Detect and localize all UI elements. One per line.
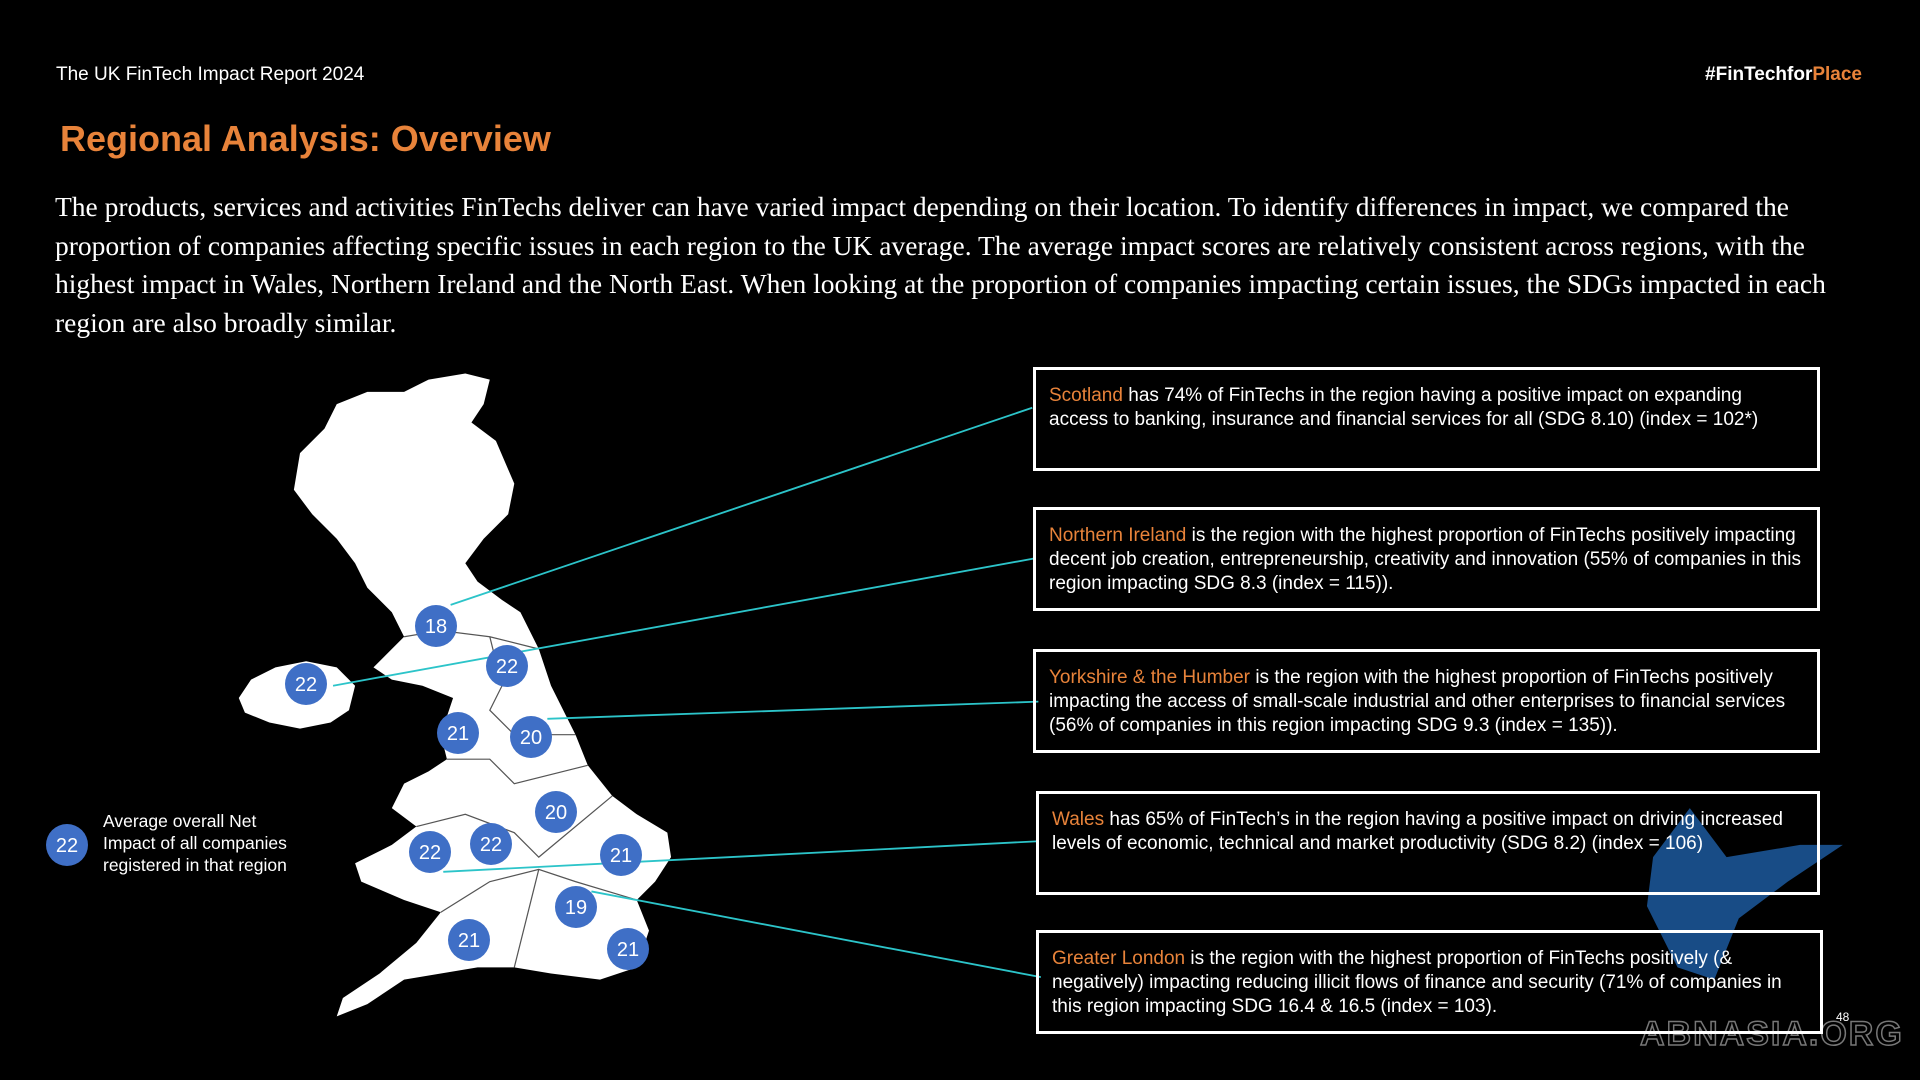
impact-value: 18 — [425, 616, 447, 638]
impact-value: 21 — [617, 939, 639, 961]
legend-label: Average overall Net Impact of all compan… — [103, 811, 287, 875]
impact-value: 22 — [56, 835, 78, 857]
impact-value: 22 — [419, 842, 441, 864]
callout-box: Wales has 65% of FinTech’s in the region … — [1036, 791, 1820, 895]
hashtag-accent: Place — [1812, 64, 1862, 85]
connector — [443, 840, 1039, 873]
impact-bubble — [607, 928, 649, 970]
connector — [591, 890, 1041, 979]
impact-value: 22 — [496, 656, 518, 678]
impact-value: 21 — [458, 930, 480, 952]
callout-text: has 65% of FinTech’s in the region havin… — [1052, 809, 1783, 854]
impact-bubble — [600, 834, 642, 876]
impact-bubble — [448, 919, 490, 961]
impact-value: 22 — [480, 834, 502, 856]
hashtag: #FinTechforPlace — [1705, 64, 1862, 86]
callout-box: Scotland has 74% of FinTechs in the regio… — [1033, 367, 1820, 471]
great-britain — [293, 373, 672, 1017]
callout-box: Greater London is the region with the hig… — [1036, 930, 1823, 1034]
impact-bubble — [470, 823, 512, 865]
slide-title: Regional Analysis: Overview — [60, 118, 551, 159]
impact-value: 22 — [295, 674, 317, 696]
report-name: The UK FinTech Impact Report 2024 — [56, 64, 365, 85]
callout-box: Yorkshire & the Humber is the region with… — [1033, 649, 1820, 753]
impact-value: 21 — [447, 723, 469, 745]
hashtag-main: #FinTechfor — [1705, 64, 1813, 85]
region-name: Scotland — [1049, 385, 1123, 406]
connector — [547, 700, 1039, 720]
page-number: 48 — [1836, 1010, 1850, 1024]
impact-bubble — [535, 791, 577, 833]
callout-text: is the region with the highest proportio… — [1049, 525, 1801, 594]
impact-value: 19 — [565, 897, 587, 919]
uk-map — [238, 373, 1843, 1017]
impact-bubble — [510, 716, 552, 758]
connector — [332, 557, 1035, 687]
impact-bubble — [415, 605, 457, 647]
impact-bubble — [437, 712, 479, 754]
impact-bubble — [486, 645, 528, 687]
impact-bubble — [409, 831, 451, 873]
connector — [450, 406, 1033, 606]
intro-text: The products, services and activities Fi… — [55, 191, 1826, 338]
callout-text: is the region with the highest proportio… — [1052, 948, 1782, 1017]
callout-text: has 74% of FinTechs in the region having… — [1049, 385, 1759, 430]
region-name: Northern Ireland — [1049, 525, 1187, 546]
impact-value: 21 — [610, 845, 632, 867]
impact-value: 20 — [520, 727, 542, 749]
impact-bubble — [555, 886, 597, 928]
callout-text: is the region with the highest proportio… — [1049, 667, 1786, 736]
callout-box: Northern Ireland is the region with the h… — [1033, 507, 1820, 611]
impact-value: 20 — [545, 802, 567, 824]
impact-bubble — [285, 663, 327, 705]
region-name: Wales — [1052, 809, 1105, 830]
region-name: Greater London — [1052, 948, 1186, 969]
region-name: Yorkshire & the Humber — [1049, 667, 1251, 688]
watermark: ABNASIA.ORG — [1639, 1014, 1904, 1054]
impact-bubble — [46, 824, 88, 866]
connector-lines — [332, 406, 1041, 979]
